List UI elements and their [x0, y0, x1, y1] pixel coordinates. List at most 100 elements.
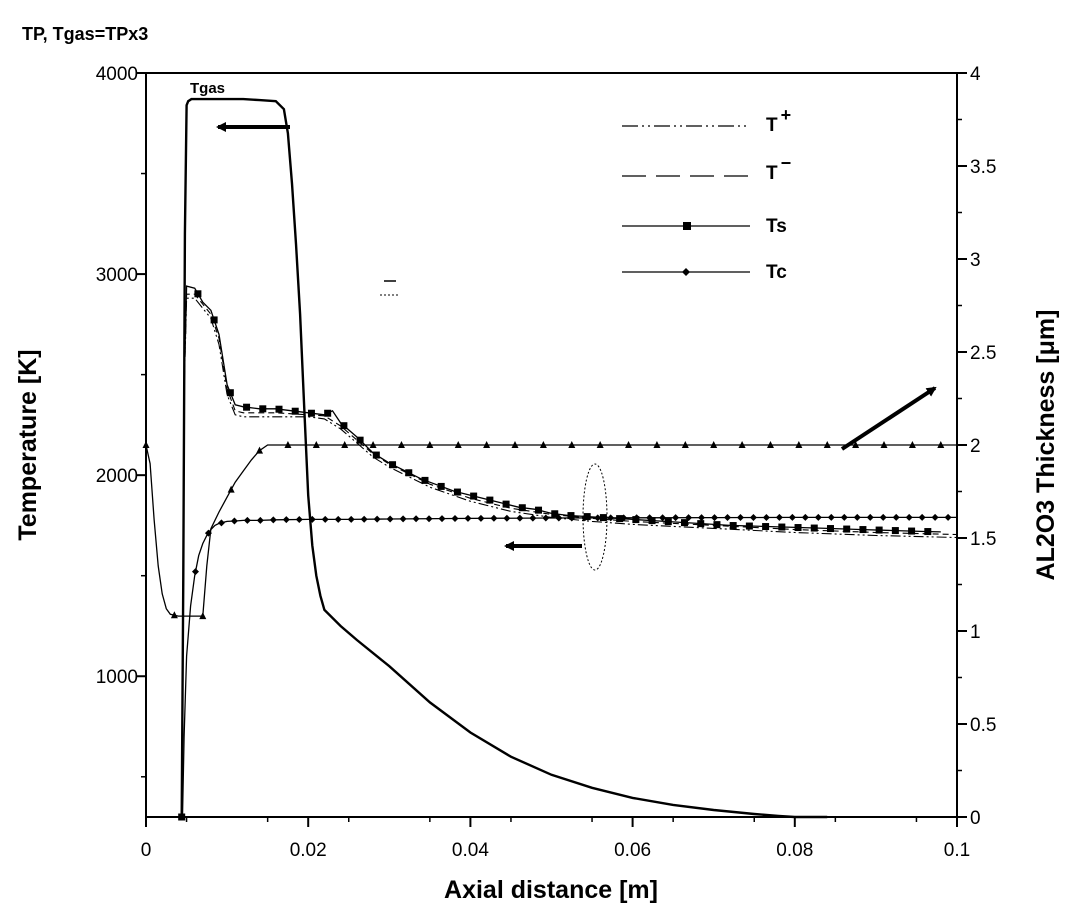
point-al2o3	[170, 611, 178, 619]
point-al2o3	[766, 441, 774, 448]
legend-label-t-minus: T −	[766, 153, 791, 184]
y-left-tick-label: 2000	[96, 466, 138, 487]
legend-text-t-minus: T	[766, 163, 778, 184]
point-ts	[859, 526, 867, 534]
point-tc	[425, 515, 433, 523]
point-ts	[340, 422, 348, 430]
point-tc	[243, 516, 251, 524]
point-al2o3	[142, 441, 150, 448]
point-tc	[879, 513, 887, 521]
point-al2o3	[908, 441, 916, 448]
y-right-tick-label: 3	[970, 250, 981, 271]
point-ts	[421, 476, 429, 484]
point-ts	[275, 405, 283, 413]
point-tc	[282, 516, 290, 524]
point-tc	[814, 513, 822, 521]
point-ts	[502, 500, 510, 508]
point-ts	[664, 518, 672, 526]
point-tc	[477, 514, 485, 522]
point-al2o3	[397, 441, 405, 448]
point-ts	[648, 517, 656, 525]
series-line-tc	[181, 516, 957, 818]
point-tc	[412, 515, 420, 523]
surface-temps-ellipse	[582, 463, 608, 571]
point-ts	[891, 527, 899, 535]
y-left-tick-label: 3000	[96, 265, 138, 286]
point-ts	[453, 488, 461, 496]
legend-marker-ts	[683, 222, 691, 230]
series-line-t-	[181, 293, 958, 818]
point-tc	[607, 514, 615, 522]
point-ts	[729, 522, 737, 530]
point-tc	[944, 513, 952, 521]
point-al2o3	[653, 441, 661, 448]
point-tc	[321, 515, 329, 523]
y-right-tick-label: 0	[970, 808, 981, 829]
point-tc	[230, 517, 238, 525]
point-tc	[295, 516, 303, 524]
point-tc	[620, 514, 628, 522]
point-tc	[438, 515, 446, 523]
point-al2o3	[823, 441, 831, 448]
point-al2o3	[880, 441, 888, 448]
point-ts	[826, 525, 834, 533]
point-tc	[503, 514, 511, 522]
point-tc	[191, 568, 199, 576]
series-layer	[142, 97, 958, 821]
point-ts	[551, 510, 559, 518]
point-al2o3	[937, 441, 945, 448]
point-ts	[470, 492, 478, 500]
point-tc	[308, 515, 316, 523]
point-al2o3	[710, 441, 718, 448]
x-tick-label: 0	[141, 840, 152, 861]
y-left-axis-ticks: 1000 2000 3000 4000	[96, 64, 146, 778]
point-tc	[360, 515, 368, 523]
legend-sup-t-plus: +	[781, 105, 792, 125]
point-al2o3	[596, 441, 604, 448]
legend-marker-tc	[682, 268, 690, 276]
legend-label-t-plus: T +	[766, 105, 791, 136]
point-tc	[892, 513, 900, 521]
y-left-tick-label: 1000	[96, 667, 138, 688]
point-tc	[568, 514, 576, 522]
point-ts	[778, 523, 786, 531]
point-al2o3	[312, 441, 320, 448]
point-tc	[801, 513, 809, 521]
legend-text-t-plus: T	[766, 115, 778, 136]
legend: T + T − Ts Tc	[622, 105, 791, 283]
point-al2o3	[284, 441, 292, 448]
point-ts	[210, 316, 218, 324]
legend-entry-t-minus: T −	[622, 153, 791, 184]
point-tc	[347, 515, 355, 523]
point-tc	[217, 519, 225, 527]
point-tc	[386, 515, 394, 523]
x-axis-ticks: 0 0.02 0.04 0.06 0.08 0.1	[141, 817, 970, 861]
point-ts	[681, 519, 689, 527]
point-tc	[555, 514, 563, 522]
point-tc	[775, 513, 783, 521]
point-ts	[583, 513, 591, 521]
point-ts	[908, 527, 916, 535]
point-tc	[659, 514, 667, 522]
point-tc	[749, 513, 757, 521]
arrow-thickness-right	[840, 386, 937, 451]
point-tc	[451, 515, 459, 523]
point-ts	[713, 521, 721, 529]
point-ts	[843, 525, 851, 533]
point-tc	[334, 515, 342, 523]
tgas-label: Tgas	[190, 80, 225, 97]
point-tc	[490, 514, 498, 522]
point-ts	[875, 526, 883, 534]
point-tc	[827, 513, 835, 521]
point-al2o3	[738, 441, 746, 448]
point-al2o3	[483, 441, 491, 448]
point-al2o3	[426, 441, 434, 448]
point-tc	[529, 514, 537, 522]
y-left-tick-label: 4000	[96, 64, 138, 85]
point-tc	[256, 516, 264, 524]
point-al2o3	[454, 441, 462, 448]
y-left-axis-label: Temperature [K]	[14, 349, 42, 540]
point-ts	[697, 520, 705, 528]
point-ts	[324, 409, 332, 417]
legend-sup-t-minus: −	[781, 153, 792, 173]
